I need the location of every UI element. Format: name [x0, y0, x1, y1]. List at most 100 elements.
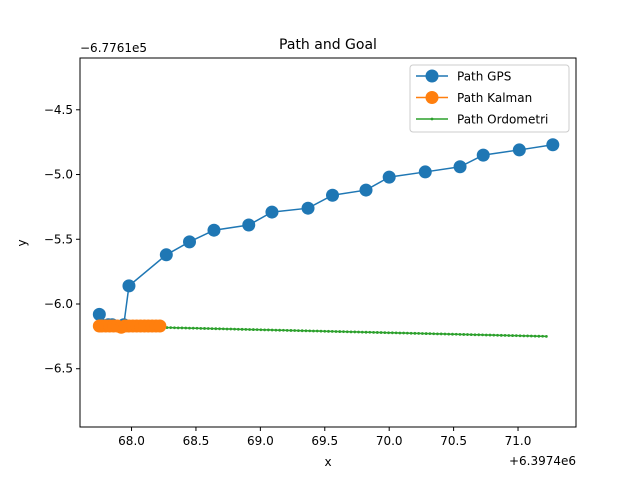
legend-box — [409, 64, 570, 133]
legend-label: Path GPS — [457, 70, 511, 84]
data-point — [229, 327, 233, 331]
data-point — [169, 326, 173, 330]
data-point — [382, 170, 396, 184]
x-tick-label: 69.5 — [311, 434, 338, 448]
data-point — [394, 331, 398, 335]
data-point — [180, 326, 184, 330]
data-point — [537, 334, 541, 338]
data-point — [225, 327, 229, 331]
data-point — [176, 326, 180, 330]
data-point — [512, 143, 526, 157]
x-tick-label: 71.0 — [505, 434, 532, 448]
data-point — [453, 160, 467, 174]
x-tick-label: 68.0 — [118, 434, 145, 448]
data-point — [278, 328, 282, 332]
data-point — [436, 332, 439, 336]
data-point — [251, 328, 255, 331]
data-point — [353, 330, 357, 334]
data-point — [207, 223, 221, 237]
data-point — [210, 327, 214, 331]
data-point — [334, 330, 338, 333]
data-point — [418, 165, 432, 179]
data-point — [443, 332, 447, 336]
data-point — [481, 333, 484, 337]
data-point — [466, 333, 469, 336]
data-point — [496, 333, 499, 337]
data-point — [451, 332, 454, 336]
data-point — [345, 330, 349, 334]
data-point — [360, 330, 364, 334]
data-point — [484, 333, 488, 337]
data-point — [300, 329, 304, 333]
legend-marker — [430, 117, 434, 121]
data-point — [285, 328, 289, 332]
data-point — [447, 332, 451, 336]
data-point — [526, 334, 529, 338]
data-point — [375, 331, 379, 334]
data-point — [214, 327, 218, 331]
data-point — [387, 331, 390, 335]
data-point — [195, 326, 199, 330]
legend-label: Path Ordometri — [457, 113, 548, 127]
data-point — [454, 332, 458, 336]
data-point — [499, 333, 503, 337]
data-point — [153, 319, 167, 333]
y-tick-label: −6.0 — [44, 297, 73, 311]
data-point — [417, 332, 421, 335]
data-point — [244, 328, 248, 331]
data-point — [188, 326, 191, 330]
data-point — [289, 329, 293, 332]
data-point — [342, 330, 345, 334]
data-point — [349, 330, 353, 334]
data-point — [282, 328, 285, 332]
series-layer — [92, 138, 560, 338]
data-point — [206, 327, 210, 330]
data-point — [218, 327, 221, 331]
data-point — [469, 333, 473, 337]
data-point — [92, 307, 106, 321]
data-point — [255, 328, 259, 332]
data-point — [518, 334, 522, 338]
data-point — [383, 331, 387, 335]
x-offset-label: +6.3974e6 — [509, 454, 576, 468]
data-point — [323, 329, 327, 333]
data-point — [357, 330, 360, 334]
data-point — [541, 334, 545, 338]
data-point — [364, 330, 368, 334]
data-point — [259, 328, 263, 332]
y-tick-label: −5.5 — [44, 232, 73, 246]
y-offset-label: −6.7761e5 — [80, 41, 147, 55]
x-tick-label: 68.5 — [183, 434, 210, 448]
data-point — [420, 332, 424, 335]
data-point — [122, 279, 136, 293]
data-point — [312, 329, 315, 333]
x-tick-label: 70.5 — [440, 434, 467, 448]
data-point — [372, 330, 375, 334]
data-point — [338, 330, 342, 333]
data-point — [514, 334, 518, 338]
x-axis-label: x — [324, 455, 331, 469]
data-point — [159, 248, 173, 262]
y-tick-label: −6.5 — [44, 362, 73, 376]
data-point — [327, 329, 330, 333]
data-point — [409, 331, 413, 335]
data-point — [473, 333, 477, 337]
data-point — [546, 138, 560, 152]
data-point — [266, 328, 270, 332]
data-point — [398, 331, 402, 335]
chart-title: Path and Goal — [279, 37, 377, 53]
data-point — [304, 329, 308, 333]
data-point — [529, 334, 533, 338]
data-point — [359, 183, 373, 197]
legend: Path GPS Path Kalman Path Ordometri — [409, 64, 570, 133]
data-point — [221, 327, 225, 331]
legend-marker — [425, 69, 439, 83]
data-point — [458, 332, 462, 336]
data-point — [522, 334, 526, 338]
data-point — [379, 331, 383, 334]
data-point — [544, 334, 548, 338]
data-point — [476, 148, 490, 162]
data-point — [274, 328, 278, 332]
data-point — [183, 235, 197, 249]
